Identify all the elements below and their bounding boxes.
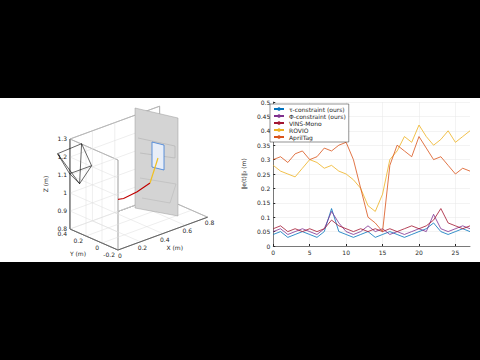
svg-text:0.4: 0.4 [160,236,170,243]
svg-text:AprilTag: AprilTag [289,134,313,142]
svg-text:0.45: 0.45 [257,113,271,120]
svg-text:5: 5 [308,249,312,256]
svg-text:0.15: 0.15 [257,199,271,206]
svg-text:0: 0 [271,249,275,256]
svg-text:0.2: 0.2 [261,185,271,192]
svg-text:0.35: 0.35 [257,142,271,149]
svg-text:1.2: 1.2 [57,153,67,160]
svg-text:Y (m): Y (m) [69,250,86,257]
svg-text:0.2: 0.2 [138,244,148,251]
svg-text:0: 0 [95,244,99,251]
svg-text:20: 20 [415,249,423,256]
svg-text:0.4: 0.4 [261,127,271,134]
svg-text:1.3: 1.3 [57,135,67,142]
svg-text:Φ-constraint (ours): Φ-constraint (ours) [289,113,346,120]
svg-text:0.4: 0.4 [57,230,67,237]
svg-text:ROVIO: ROVIO [289,127,309,134]
svg-text:0.9: 0.9 [57,207,67,214]
svg-text:-0.2: -0.2 [103,251,115,258]
svg-text:10: 10 [342,249,350,256]
svg-text:0.25: 0.25 [257,171,271,178]
svg-text:25: 25 [452,249,460,256]
svg-text:0: 0 [266,243,270,250]
svg-text:15: 15 [379,249,387,256]
svg-text:1.1: 1.1 [57,171,67,178]
svg-text:0.8: 0.8 [57,225,67,232]
svg-text:0.3: 0.3 [261,156,271,163]
svg-text:‖e(t)‖₂ (m): ‖e(t)‖₂ (m) [240,158,248,190]
svg-text:0.05: 0.05 [257,228,271,235]
svg-text:VINS-Mono: VINS-Mono [289,120,322,127]
svg-text:0.2: 0.2 [73,237,83,244]
svg-text:Z (m): Z (m) [42,176,49,193]
svg-text:0.8: 0.8 [205,219,215,226]
svg-text:1: 1 [63,189,67,196]
svg-text:0: 0 [118,252,122,259]
svg-text:X (m): X (m) [167,244,184,251]
svg-text:0.6: 0.6 [182,227,192,234]
svg-text:τ-constraint (ours): τ-constraint (ours) [289,106,345,113]
svg-text:0.1: 0.1 [261,214,271,221]
svg-text:0.5: 0.5 [261,99,271,106]
